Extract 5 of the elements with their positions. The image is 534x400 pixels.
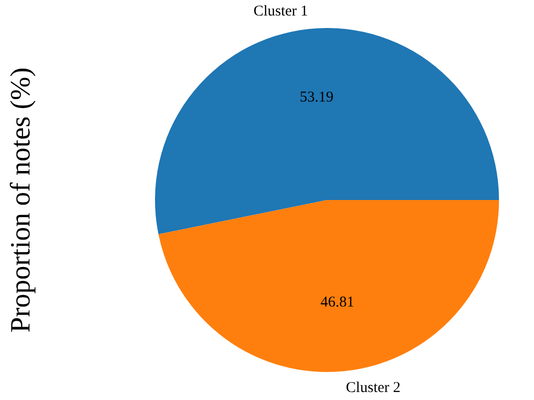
slice-label: Cluster 1	[253, 4, 308, 20]
data-label: 46.81	[320, 294, 354, 311]
data-label: 53.19	[300, 89, 334, 106]
slice-label: Cluster 2	[346, 380, 401, 396]
text: Proportion of notes (%)	[5, 67, 36, 333]
